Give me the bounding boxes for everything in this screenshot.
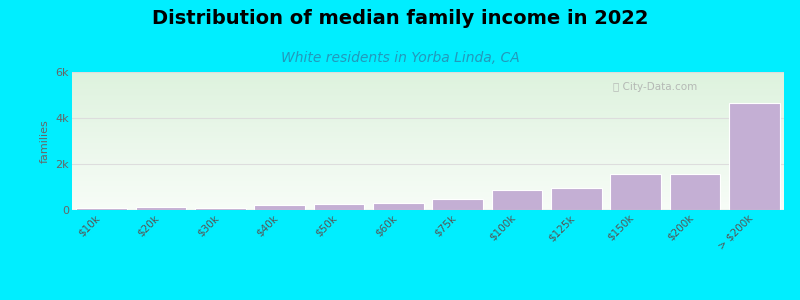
Bar [670,174,720,210]
Bar [314,204,364,210]
Bar [195,208,246,210]
Bar [77,208,127,210]
Bar [492,190,542,210]
Bar [136,207,186,210]
Bar [551,188,602,210]
Bar [610,174,661,210]
Text: White residents in Yorba Linda, CA: White residents in Yorba Linda, CA [281,51,519,65]
Bar [254,205,305,210]
Y-axis label: families: families [40,119,50,163]
Text: Distribution of median family income in 2022: Distribution of median family income in … [152,9,648,28]
Bar [729,103,779,210]
Text: ⓘ City-Data.com: ⓘ City-Data.com [613,82,698,92]
Bar [433,199,483,210]
Bar [373,203,423,210]
